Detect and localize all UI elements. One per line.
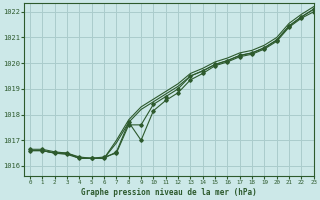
X-axis label: Graphe pression niveau de la mer (hPa): Graphe pression niveau de la mer (hPa) bbox=[81, 188, 257, 197]
